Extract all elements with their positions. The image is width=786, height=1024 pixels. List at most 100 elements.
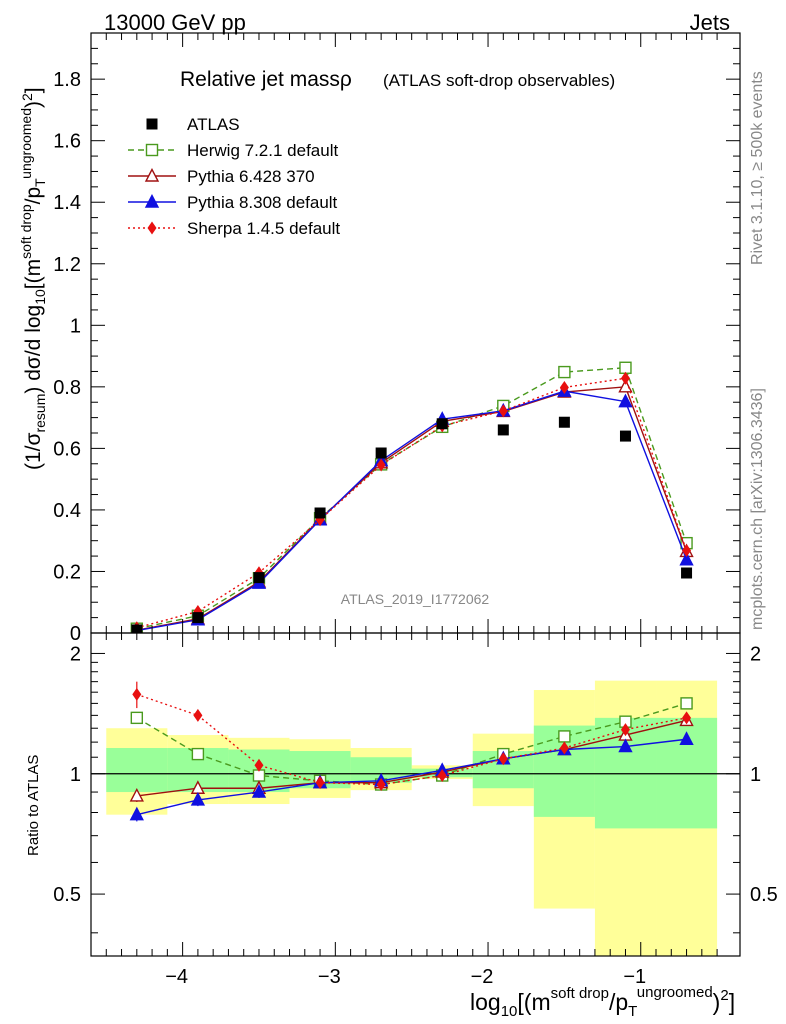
mcplots-credit-text: mcplots.cern.ch [arXiv:1306.3436] xyxy=(749,388,766,630)
legend-marker xyxy=(147,221,157,235)
ratio-panel-data xyxy=(91,681,740,822)
ratio-point-sherpa-1-4-5-default xyxy=(132,687,142,701)
main-point-pythia-8-308-default xyxy=(679,551,694,566)
ratio-frame xyxy=(90,632,741,957)
ratio-y-tick-label-left: 2 xyxy=(70,643,81,665)
ratio-point-herwig-7-2-1-default xyxy=(558,730,571,743)
main-panel-data xyxy=(130,361,694,633)
legend-marker xyxy=(145,143,159,157)
legend-entry-pythia-6-428-370: Pythia 6.428 370 xyxy=(128,167,315,186)
analysis-watermark: ATLAS_2019_I1772062 xyxy=(341,591,490,607)
ratio-point-herwig-7-2-1-default xyxy=(680,697,693,710)
ratio-line-herwig-7-2-1-default xyxy=(136,702,687,786)
uncertainty-band-green xyxy=(106,748,168,793)
chart-title: Relative jet massρ xyxy=(180,68,352,91)
main-point-herwig-7-2-1-default xyxy=(558,365,571,379)
ratio-point-pythia-8-308-default xyxy=(190,791,206,806)
legend-entry-atlas: ATLAS xyxy=(146,115,240,134)
main-point-atlas xyxy=(436,418,448,430)
main-line-sherpa-1-4-5-default xyxy=(136,377,688,629)
legend-label: ATLAS xyxy=(187,115,240,134)
ratio-point-sherpa-1-4-5-default xyxy=(437,769,447,783)
main-line-herwig-7-2-1-default xyxy=(136,367,688,630)
x-tick-label: −2 xyxy=(471,966,494,988)
main-y-tick-label: 0.6 xyxy=(53,438,81,460)
ratio-y-tick-label-left: 1 xyxy=(70,764,81,786)
main-y-tick-label: 0.2 xyxy=(53,561,81,583)
ratio-point-sherpa-1-4-5-default xyxy=(620,723,630,737)
main-point-atlas xyxy=(681,567,693,579)
legend-entry-herwig-7-2-1-default: Herwig 7.2.1 default xyxy=(128,141,338,160)
legend-label: Pythia 8.308 default xyxy=(187,193,338,212)
main-point-pythia-6-428-370 xyxy=(618,378,633,393)
ratio-point-sherpa-1-4-5-default xyxy=(682,711,692,725)
ratio-point-pythia-6-428-370 xyxy=(129,787,144,802)
main-point-sherpa-1-4-5-default xyxy=(559,380,569,394)
main-point-sherpa-1-4-5-default xyxy=(498,404,508,418)
main-y-tick-label: 0 xyxy=(70,623,81,645)
ratio-point-pythia-8-308-default xyxy=(618,738,633,753)
legend-label: Pythia 6.428 370 xyxy=(187,167,315,186)
main-series-atlas xyxy=(131,416,693,633)
x-tick-label: −3 xyxy=(318,966,341,988)
ratio-point-sherpa-1-4-5-default xyxy=(254,758,264,772)
main-point-atlas xyxy=(253,572,265,584)
main-line-pythia-6-428-370 xyxy=(136,386,688,631)
header-left: 13000 GeV pp xyxy=(104,10,246,35)
legend-marker xyxy=(146,118,158,130)
ratio-point-sherpa-1-4-5-default xyxy=(559,741,569,755)
ratio-point-herwig-7-2-1-default xyxy=(191,747,205,761)
ratio-point-sherpa-1-4-5-default xyxy=(193,708,203,722)
legend-entry-sherpa-1-4-5-default: Sherpa 1.4.5 default xyxy=(128,219,340,238)
legend-marker xyxy=(144,167,160,182)
main-point-atlas xyxy=(497,424,509,436)
legend-marker xyxy=(144,193,160,208)
ratio-y-tick-label-left: 0.5 xyxy=(53,884,81,906)
ratio-point-sherpa-1-4-5-default xyxy=(498,752,508,766)
legend-entry-pythia-8-308-default: Pythia 8.308 default xyxy=(128,193,338,212)
legend: ATLAS Herwig 7.2.1 default Pythia 6.428 37… xyxy=(128,115,340,238)
main-y-tick-label: 0.4 xyxy=(53,500,81,522)
ratio-y-tick-label-right: 2 xyxy=(750,643,761,665)
ratio-point-pythia-8-308-default xyxy=(129,806,144,821)
ratio-y-tick-label-right: 0.5 xyxy=(750,884,778,906)
main-point-sherpa-1-4-5-default xyxy=(682,544,692,558)
ratio-bands xyxy=(106,680,718,956)
header-right: Jets xyxy=(690,10,730,35)
ratio-point-sherpa-1-4-5-default xyxy=(376,778,386,792)
ratio-y-axis-label: Ratio to ATLAS xyxy=(25,755,42,856)
main-y-tick-label: 1.6 xyxy=(53,131,81,153)
main-point-herwig-7-2-1-default xyxy=(619,361,632,374)
main-line-pythia-8-308-default xyxy=(136,390,688,632)
ratio-panel-axes: 0.5 0.5 1 1 2 2 −4 −3 −2 −1 xyxy=(53,632,778,988)
main-point-atlas xyxy=(558,416,570,428)
main-point-atlas xyxy=(375,447,387,459)
x-tick-label: −1 xyxy=(623,966,646,988)
main-y-tick-label: 1 xyxy=(70,315,81,337)
ratio-point-sherpa-1-4-5-default xyxy=(315,776,325,790)
main-y-tick-label: 1.8 xyxy=(53,69,81,91)
rivet-version-text: Rivet 3.1.10, ≥ 500k events xyxy=(749,71,766,265)
main-y-axis-label: (1/σresum) dσ/d log10[(msoft drop/pTungr… xyxy=(18,87,48,470)
legend-label: Herwig 7.2.1 default xyxy=(187,141,338,160)
main-y-tick-label: 1.4 xyxy=(53,192,81,214)
ratio-y-tick-label-right: 1 xyxy=(750,764,761,786)
ratio-line-pythia-6-428-370 xyxy=(136,719,687,797)
ratio-point-pythia-8-308-default xyxy=(679,731,694,745)
ratio-series-sherpa-1-4-5-default xyxy=(132,681,692,792)
main-point-atlas xyxy=(619,430,631,442)
legend-label: Sherpa 1.4.5 default xyxy=(187,219,340,238)
ratio-line-pythia-8-308-default xyxy=(136,738,687,816)
main-y-tick-label: 0.8 xyxy=(53,377,81,399)
main-point-atlas xyxy=(314,507,326,519)
x-axis-label: log10[(msoft drop/pTungroomed)2] xyxy=(470,984,735,1020)
main-point-atlas xyxy=(192,612,204,624)
ratio-point-herwig-7-2-1-default xyxy=(130,711,144,725)
main-panel-axes: 0 0.2 0.4 0.6 0.8 1 1.2 1.4 1.6 1.8 xyxy=(53,32,741,645)
main-point-sherpa-1-4-5-default xyxy=(376,458,386,472)
ratio-point-pythia-8-308-default xyxy=(251,784,267,798)
main-point-sherpa-1-4-5-default xyxy=(620,371,630,385)
chart-subtitle: (ATLAS soft-drop observables) xyxy=(383,71,615,90)
x-tick-label: −4 xyxy=(165,966,188,988)
